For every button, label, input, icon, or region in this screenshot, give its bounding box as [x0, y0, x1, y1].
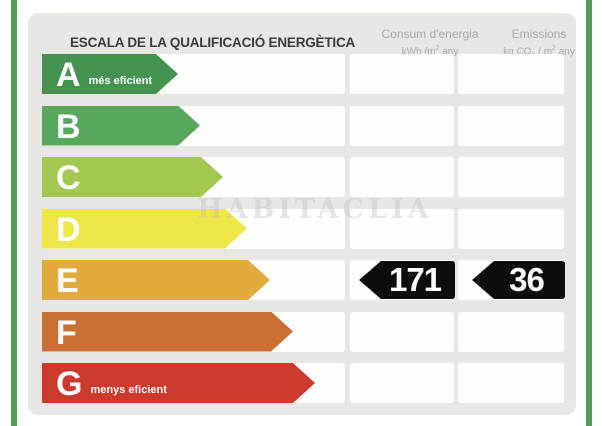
consum-unit: kWh /m2 any — [401, 45, 459, 58]
consum-cell — [350, 208, 454, 249]
emissions-title: Emissions — [511, 27, 567, 41]
consum-value: 171 — [388, 261, 442, 298]
rating-letter: G — [56, 365, 83, 403]
rating-arrow-f: F — [42, 312, 293, 352]
green-border-right — [586, 0, 592, 426]
rating-letter: C — [56, 159, 81, 197]
rating-arrow-b: B — [42, 106, 200, 146]
column-header-consum: Consum d'energia kWh /m2 any — [374, 26, 486, 59]
page-title: ESCALA DE LA QUALIFICACIÓ ENERGÈTICA — [70, 35, 356, 50]
rating-arrow-e: E — [42, 260, 270, 300]
rating-letter: D — [56, 210, 81, 249]
consum-cell — [350, 157, 454, 197]
rating-row-g: G menys eficient — [0, 363, 602, 403]
rating-row-d: D — [0, 208, 602, 249]
emissions-value-tag: 36 — [472, 261, 565, 299]
consum-cell — [350, 105, 454, 146]
rating-letter: F — [56, 313, 77, 352]
rating-arrow-a: A més eficient — [42, 54, 178, 94]
rating-arrow-d: D — [42, 209, 247, 249]
rating-row-b: B — [0, 105, 602, 146]
rating-arrow-g: G menys eficient — [42, 363, 315, 403]
rating-row-f: F — [0, 311, 602, 352]
emissions-cell — [458, 311, 564, 352]
efficiency-label: menys eficient — [90, 384, 167, 396]
green-border-left — [11, 0, 17, 426]
consum-title: Consum d'energia — [381, 27, 479, 41]
site-watermark: HABITACLIA — [197, 194, 433, 225]
consum-cell — [350, 54, 454, 94]
rating-row-e: E 171 36 — [0, 260, 602, 300]
emissions-cell — [458, 105, 564, 146]
rating-letter: B — [56, 107, 81, 146]
rating-row-a: A més eficient — [0, 54, 602, 94]
emissions-value: 36 — [509, 261, 545, 298]
emissions-cell — [458, 54, 564, 94]
emissions-cell — [458, 157, 564, 197]
efficiency-label: més eficient — [88, 75, 153, 87]
rating-letter: A — [56, 56, 81, 94]
consum-value-tag: 171 — [359, 261, 455, 299]
emissions-cell — [458, 363, 564, 403]
consum-cell — [350, 363, 454, 403]
consum-cell — [350, 311, 454, 352]
rating-letter: E — [56, 262, 79, 300]
rating-arrow-c: C — [42, 157, 223, 197]
emissions-cell — [458, 208, 564, 249]
rating-row-c: C — [0, 157, 602, 197]
